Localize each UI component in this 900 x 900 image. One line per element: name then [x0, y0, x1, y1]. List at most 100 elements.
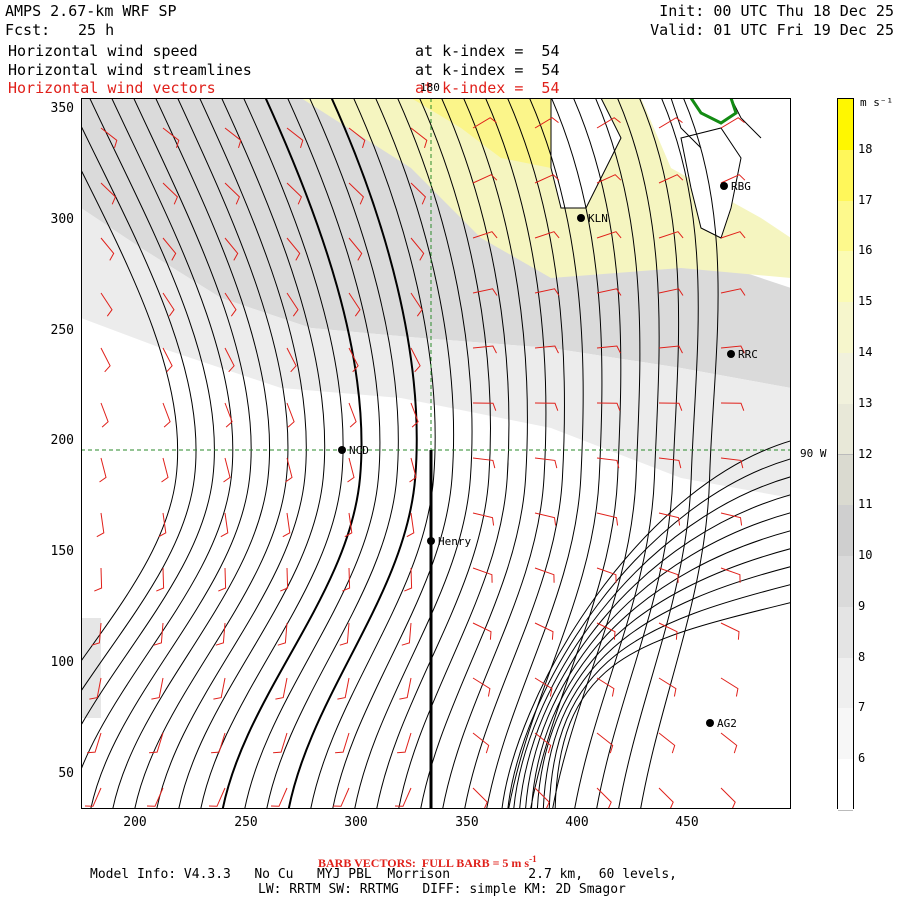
colorbar-label: 8	[858, 649, 866, 664]
wind-barb	[286, 127, 304, 149]
wind-barb	[534, 117, 559, 129]
colorbar-segment	[838, 556, 853, 608]
wind-barb	[534, 174, 560, 184]
station-label: RBG	[731, 180, 751, 193]
wind-barb	[100, 347, 111, 373]
wind-barb	[658, 231, 684, 239]
wind-barb	[596, 288, 622, 296]
station-label: Henry	[438, 535, 471, 548]
wind-barb	[273, 732, 288, 754]
x-tick-label: 250	[234, 815, 258, 830]
wind-barb	[348, 182, 364, 205]
wind-barb	[282, 512, 291, 538]
wind-barb	[410, 347, 421, 373]
streamline	[112, 98, 271, 809]
wind-barb	[401, 622, 412, 646]
wind-barb	[162, 182, 178, 205]
speed-shading-yellow	[301, 98, 791, 278]
station-marker	[720, 182, 728, 190]
x-tick-label: 450	[675, 815, 699, 830]
wind-barb	[339, 622, 350, 646]
wind-barb	[270, 787, 288, 807]
station-label: KLN	[588, 212, 608, 225]
wind-barb	[720, 622, 740, 640]
colorbar-label: 15	[858, 294, 873, 309]
wind-barb	[720, 288, 746, 296]
colorbar-label: 14	[858, 344, 873, 359]
colorbar-segment	[838, 99, 853, 151]
colorbar-segment	[838, 403, 853, 456]
model-title: AMPS 2.67-km WRF SP	[5, 2, 177, 20]
forecast-hour: 25 h	[78, 21, 115, 39]
streamline	[519, 494, 791, 809]
y-tick-label: 200	[50, 433, 74, 448]
wind-barb	[720, 512, 743, 526]
wind-barb	[534, 677, 553, 697]
wind-barb	[100, 237, 115, 261]
x-tick-label: 400	[565, 815, 589, 830]
wind-barb	[84, 787, 102, 807]
wind-barb	[472, 677, 491, 697]
wind-barb	[332, 787, 350, 807]
wind-barb	[596, 787, 612, 809]
x-tick-label: 350	[455, 815, 479, 830]
field-name-vectors: Horizontal wind vectors	[8, 79, 216, 97]
wind-barb	[720, 174, 746, 184]
wind-barb	[658, 512, 681, 526]
field-name-speed: Horizontal wind speed	[8, 42, 198, 60]
wind-barb	[658, 402, 683, 411]
speed-shading-left-grey	[81, 618, 101, 718]
barb-legend: BARB VECTORS: FULL BARB = 5 m s-1	[318, 851, 537, 872]
wind-barb	[275, 677, 288, 700]
wind-barb	[394, 787, 412, 807]
wind-barb	[596, 117, 621, 129]
streamline	[640, 98, 719, 809]
wind-barb	[94, 567, 103, 592]
map-frame	[81, 98, 791, 809]
colorbar-segment	[838, 352, 853, 405]
wind-barb	[472, 174, 498, 184]
wind-barb	[100, 127, 118, 149]
streamline	[221, 98, 363, 809]
wind-barb	[224, 347, 235, 373]
streamline	[310, 98, 436, 809]
wind-barb	[348, 127, 366, 149]
wind-barb	[224, 402, 233, 428]
wind-barb	[720, 787, 736, 809]
wind-barb	[596, 732, 614, 754]
wind-barb	[410, 237, 425, 261]
wind-barb	[534, 345, 559, 354]
colorbar-segment	[838, 200, 853, 253]
station-marker	[338, 446, 346, 454]
streamline	[354, 98, 473, 809]
streamline	[486, 98, 584, 809]
wind-barb	[410, 182, 426, 205]
streamline	[531, 530, 791, 809]
colorbar-label: 11	[858, 497, 873, 512]
streamline	[552, 98, 641, 809]
wind-barb	[100, 182, 116, 205]
streamline	[618, 98, 699, 809]
wind-barb	[720, 457, 744, 469]
field-name-streamlines: Horizontal wind streamlines	[8, 61, 252, 79]
wind-barb	[146, 787, 164, 807]
wind-barb	[658, 457, 682, 469]
wind-barb	[162, 127, 180, 149]
colorbar-unit: m s⁻¹	[860, 96, 894, 109]
wind-barb	[720, 231, 746, 239]
colorbar-label: 13	[858, 395, 873, 410]
wind-barb	[720, 402, 745, 411]
streamline	[548, 584, 791, 809]
speed-shading-light-band	[81, 208, 791, 498]
wind-barb	[658, 567, 679, 583]
speed-shading-grey-band	[81, 98, 791, 388]
forecast-label: Fcst:	[5, 21, 51, 39]
wind-barb	[658, 622, 678, 640]
streamline	[81, 124, 197, 693]
field-level-streamlines: at k-index = 54	[415, 61, 560, 79]
wind-barb	[596, 345, 621, 354]
wind-barb	[472, 512, 495, 526]
wind-barb	[472, 345, 497, 354]
wind-barb	[162, 402, 171, 428]
streamline	[90, 98, 252, 809]
